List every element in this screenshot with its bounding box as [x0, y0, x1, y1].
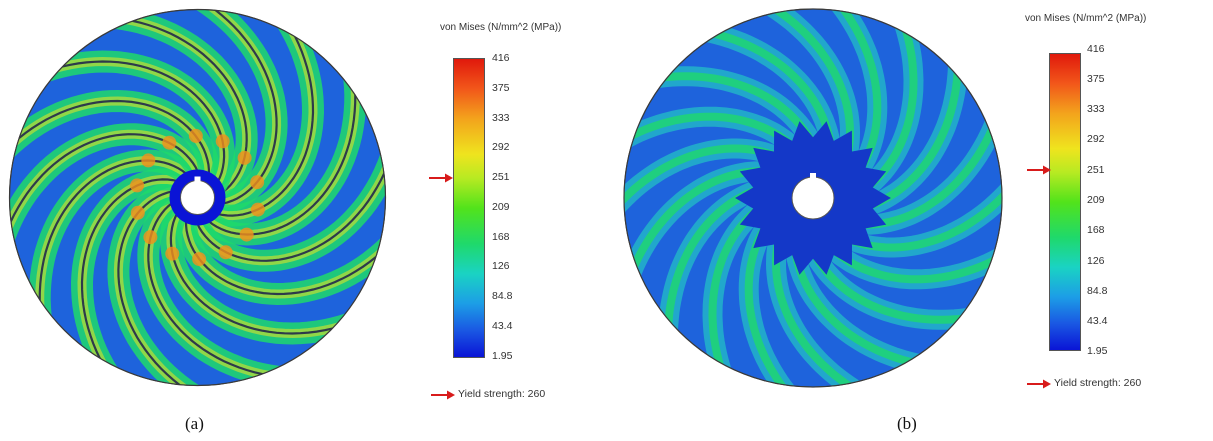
tick-a-5: 209 [492, 201, 510, 213]
panel-a: von Mises (N/mm^2 (MPa)) 416 375 333 292… [0, 0, 606, 441]
caption-b: (b) [897, 414, 917, 433]
tick-b-8: 84.8 [1087, 285, 1108, 297]
tick-b-5: 209 [1087, 194, 1105, 206]
tick-b-4: 251 [1087, 164, 1105, 176]
colorbar-b [1049, 53, 1081, 351]
tick-a-9: 43.4 [492, 320, 513, 332]
colorbar-a [453, 58, 485, 358]
legend-title-a: von Mises (N/mm^2 (MPa)) [440, 22, 562, 33]
impeller-disk-a [8, 8, 387, 387]
tick-b-7: 126 [1087, 255, 1105, 267]
tick-a-10: 1.95 [492, 350, 513, 362]
panel-b: von Mises (N/mm^2 (MPa)) 416 375 333 292… [606, 0, 1213, 441]
legend-title-b: von Mises (N/mm^2 (MPa)) [1025, 13, 1147, 24]
tick-b-0: 416 [1087, 43, 1105, 55]
tick-a-2: 333 [492, 112, 510, 124]
impeller-disk-b [623, 8, 1003, 388]
tick-b-9: 43.4 [1087, 315, 1108, 327]
yield-legend-arrow-b [1027, 379, 1051, 389]
tick-a-7: 126 [492, 260, 510, 272]
yield-legend-arrow-a [431, 390, 455, 400]
tick-b-6: 168 [1087, 224, 1105, 236]
tick-a-4: 251 [492, 171, 510, 183]
yield-strength-label-b: Yield strength: 260 [1054, 377, 1142, 389]
tick-a-6: 168 [492, 231, 510, 243]
tick-a-8: 84.8 [492, 290, 513, 302]
tick-b-1: 375 [1087, 73, 1105, 85]
yield-arrow-b [1027, 165, 1051, 175]
tick-b-2: 333 [1087, 103, 1105, 115]
tick-b-3: 292 [1087, 133, 1105, 145]
yield-arrow-a [429, 173, 453, 183]
tick-a-3: 292 [492, 141, 510, 153]
caption-a: (a) [185, 414, 204, 433]
yield-strength-label-a: Yield strength: 260 [458, 388, 546, 400]
tick-a-1: 375 [492, 82, 510, 94]
tick-a-0: 416 [492, 52, 510, 64]
tick-b-10: 1.95 [1087, 345, 1108, 357]
